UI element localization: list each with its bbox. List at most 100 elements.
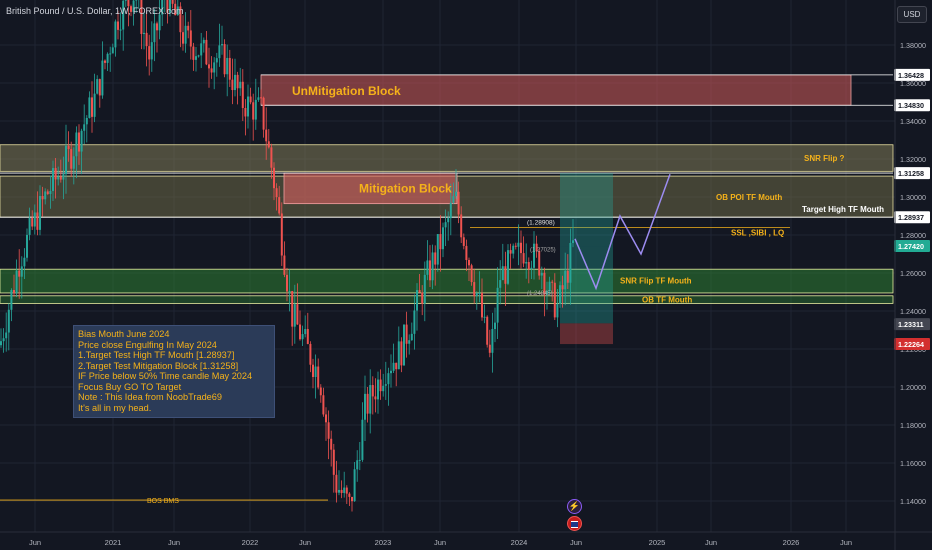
candle-body [569, 242, 572, 283]
candle-body [507, 250, 509, 284]
candle-body [312, 364, 314, 377]
candle-body [455, 191, 457, 197]
candle-body [397, 341, 400, 370]
price-axis: 1.38000 1.36000 1.34000 1.32000 1.30000 1.280… [894, 0, 932, 532]
candle-body [314, 366, 317, 377]
candle-body [36, 212, 39, 230]
candle-body [556, 303, 559, 318]
candle-body [254, 99, 257, 120]
candle-body [208, 64, 210, 69]
candle-body [265, 129, 268, 142]
price-tick-label: 1.34000 [900, 117, 926, 126]
candle-body [538, 251, 541, 276]
candle-body [361, 419, 364, 460]
price-tag-label: 1.31258 [898, 169, 924, 178]
candle-body [179, 6, 182, 33]
candle-body [319, 387, 322, 396]
candle-body [78, 132, 80, 152]
time-tick-label: Jun [840, 538, 852, 547]
price-tick-label: 1.28000 [900, 231, 926, 240]
candle-body [101, 60, 104, 96]
time-tick-label: 2023 [375, 538, 392, 547]
candle-body [470, 265, 473, 283]
candle-body [340, 489, 343, 493]
candle-body [182, 32, 184, 44]
candle-body [286, 274, 288, 292]
candle-body [46, 191, 49, 195]
candle-body [44, 191, 47, 200]
candle-body [213, 62, 216, 73]
candle-body [239, 81, 242, 89]
candle-body [244, 108, 247, 117]
candle-body [67, 145, 70, 150]
candle-body [517, 242, 520, 247]
currency-button[interactable]: USD [897, 6, 927, 23]
candle-body [478, 292, 481, 294]
flag-icon[interactable] [567, 516, 582, 531]
candle-body [494, 322, 496, 330]
candle-body [65, 145, 67, 175]
candle-body [400, 341, 403, 366]
candle-body [200, 43, 203, 56]
candle-body [475, 293, 478, 297]
candle-body [252, 102, 255, 120]
note-line-7: Note : This Idea from NoobTrade69 [78, 392, 223, 402]
candle-body [551, 281, 554, 283]
time-tick-label: 2024 [511, 538, 528, 547]
zone-ob-mouth [0, 295, 894, 304]
candle-body [444, 222, 447, 228]
candle-body [304, 329, 307, 335]
candle-body [171, 0, 174, 4]
candle-body [117, 21, 119, 30]
candle-body [525, 262, 528, 264]
candle-body [13, 289, 15, 294]
candle-body [293, 304, 296, 327]
candle-body [15, 270, 18, 294]
candle-body [156, 23, 158, 31]
candle-body [514, 245, 517, 247]
candle-body [127, 0, 130, 7]
candle-body [57, 176, 60, 180]
candle-body [18, 270, 21, 277]
level-label-target: Target High TF Mouth [802, 205, 884, 214]
candle-body [460, 214, 463, 238]
price-tag-label: 1.23311 [898, 320, 924, 329]
candle-body [512, 245, 515, 254]
candle-body [533, 243, 535, 268]
candle-body [262, 97, 265, 130]
candle-body [572, 240, 574, 243]
candle-body [158, 14, 161, 31]
candle-body [468, 260, 470, 266]
candle-body [93, 93, 96, 117]
candle-body [535, 243, 538, 252]
candle-body [5, 332, 8, 339]
candle-body [184, 25, 187, 44]
price-tick-label: 1.14000 [900, 497, 926, 506]
candle-body [410, 333, 413, 341]
candle-body [275, 188, 278, 198]
candle-body [543, 272, 546, 295]
candle-body [561, 285, 564, 290]
candle-body [273, 167, 275, 189]
price-tick-label: 1.38000 [900, 41, 926, 50]
lightning-icon[interactable]: ⚡ [567, 499, 582, 514]
candle-body [301, 334, 304, 340]
labels: UnMitigation Block Mitigation Block SNR Fl… [147, 84, 884, 505]
position-stop-box [560, 323, 613, 345]
zone-unmitigation [260, 74, 852, 106]
candle-body [119, 29, 122, 31]
candle-body [106, 53, 109, 63]
price-tag-label: 1.27420 [898, 242, 924, 251]
time-tick-label: 2022 [242, 538, 259, 547]
note-line-5: IF Price below 50% Time candle May 2024 [78, 371, 253, 381]
candle-body [382, 385, 385, 392]
candle-body [52, 168, 54, 191]
candle-body [436, 234, 439, 265]
candle-body [345, 487, 348, 494]
zone-label-ob-poi: OB POI TF Mouth [716, 193, 782, 202]
note-line-6: Focus Buy GO TO Target [78, 381, 182, 392]
candle-body [452, 196, 455, 203]
candle-body [522, 253, 525, 264]
